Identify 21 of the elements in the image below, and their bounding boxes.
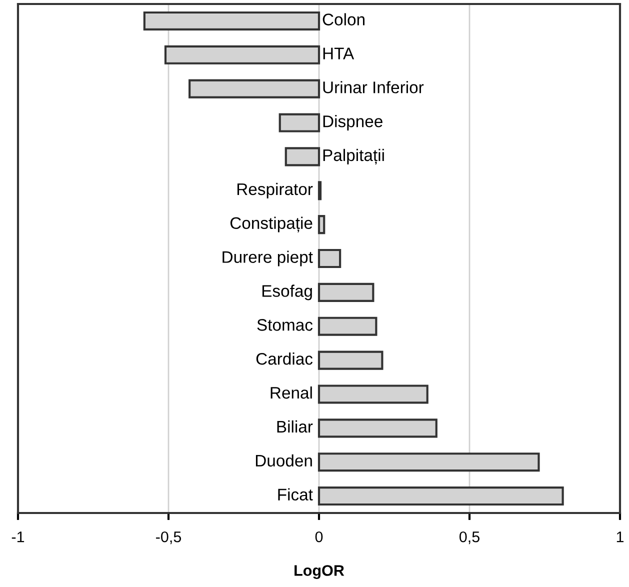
y-tick-label: Cardiac xyxy=(256,352,313,365)
y-tick-label: Biliar xyxy=(277,420,313,433)
y-tick-label: Ficat xyxy=(278,488,313,501)
x-axis-title: LogOR xyxy=(294,565,344,579)
y-tick-label: Respirator xyxy=(237,182,313,198)
y-tick-label: HTA xyxy=(323,48,354,60)
x-tick-label: 1 xyxy=(616,532,624,542)
y-tick-label: Urinar Inferior xyxy=(323,81,424,94)
y-tick-label: Constipație xyxy=(230,216,312,232)
x-tick-label: 0 xyxy=(315,531,323,542)
y-tick-label: Duoden xyxy=(256,454,312,467)
y-tick-label: Esofag xyxy=(262,284,312,300)
x-tick-label: 0,5 xyxy=(459,531,480,544)
y-tick-label: Stomac xyxy=(257,319,313,331)
y-tick-label: Colon xyxy=(322,13,364,26)
y-tick-label: Palpitații xyxy=(323,148,384,165)
x-tick-label: -0,5 xyxy=(156,531,182,544)
y-tick-label: Dispnee xyxy=(323,115,382,131)
y-tick-label: Durere piept xyxy=(222,250,313,266)
x-tick-label: -1 xyxy=(12,532,24,542)
y-tick-label: Renal xyxy=(270,386,312,399)
